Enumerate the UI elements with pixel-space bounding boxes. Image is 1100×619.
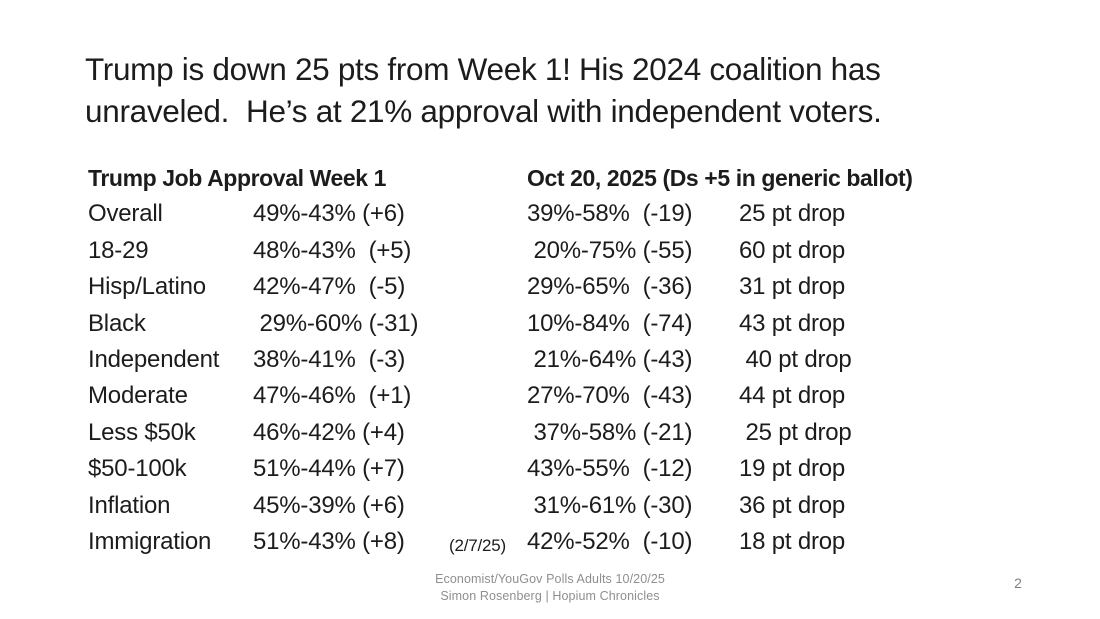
- pt-drop: 25 pt drop: [739, 200, 846, 228]
- oct-value: 29%-65% (-36): [527, 273, 693, 301]
- pt-drop: 36 pt drop: [739, 491, 846, 519]
- page-number: 2: [1014, 575, 1022, 591]
- row-label: Overall: [88, 200, 163, 228]
- week1-value: 46%-42% (+4): [253, 418, 405, 446]
- table-row-18-29: 18-29 48%-43% (+5) 20%-75% (-55) 60 pt d…: [88, 233, 1028, 269]
- right-column-header: Oct 20, 2025 (Ds +5 in generic ballot): [527, 165, 913, 191]
- title-line-2: unraveled. He’s at 21% approval with ind…: [85, 93, 882, 129]
- slide-title: Trump is down 25 pts from Week 1! His 20…: [85, 48, 882, 132]
- row-label: $50-100k: [88, 455, 187, 483]
- pt-drop: 18 pt drop: [739, 527, 846, 555]
- left-column-header: Trump Job Approval Week 1: [88, 165, 387, 191]
- row-label: Independent: [88, 345, 220, 373]
- pt-drop: 25 pt drop: [739, 418, 852, 446]
- oct-value: 43%-55% (-12): [527, 455, 693, 483]
- oct-value: 21%-64% (-43): [527, 345, 693, 373]
- week1-value: 48%-43% (+5): [253, 236, 412, 264]
- week1-value: 42%-47% (-5): [253, 273, 406, 301]
- row-label: Black: [88, 309, 146, 337]
- pt-drop: 60 pt drop: [739, 236, 846, 264]
- table-row-immigration: Immigration 51%-43% (+8) (2/7/25) 42%-52…: [88, 524, 1028, 560]
- week1-value: 29%-60% (-31): [253, 309, 419, 337]
- table-row-inflation: Inflation 45%-39% (+6) 31%-61% (-30) 36 …: [88, 488, 1028, 524]
- week1-value: 51%-43% (+8): [253, 527, 405, 555]
- pt-drop: 43 pt drop: [739, 309, 846, 337]
- oct-value: 20%-75% (-55): [527, 236, 693, 264]
- week1-value: 38%-41% (-3): [253, 345, 406, 373]
- week1-value: 51%-44% (+7): [253, 455, 405, 483]
- row-label: Inflation: [88, 491, 171, 519]
- footer-source-line: Economist/YouGov Polls Adults 10/20/25: [435, 572, 665, 586]
- pt-drop: 40 pt drop: [739, 345, 852, 373]
- week1-value: 49%-43% (+6): [253, 200, 405, 228]
- oct-value: 37%-58% (-21): [527, 418, 693, 446]
- row-label: Immigration: [88, 527, 212, 555]
- pt-drop: 44 pt drop: [739, 382, 846, 410]
- table-header-row: Trump Job Approval Week 1 Oct 20, 2025 (…: [88, 160, 1028, 196]
- pt-drop: 19 pt drop: [739, 455, 846, 483]
- oct-value: 27%-70% (-43): [527, 382, 693, 410]
- oct-value: 10%-84% (-74): [527, 309, 693, 337]
- footer-credit-line: Simon Rosenberg | Hopium Chronicles: [440, 589, 660, 603]
- row-label: 18-29: [88, 236, 149, 264]
- row-label: Moderate: [88, 382, 188, 410]
- table-row-less-50k: Less $50k 46%-42% (+4) 37%-58% (-21) 25 …: [88, 415, 1028, 451]
- pt-drop: 31 pt drop: [739, 273, 846, 301]
- table-row-moderate: Moderate 47%-46% (+1) 27%-70% (-43) 44 p…: [88, 378, 1028, 414]
- approval-table: Trump Job Approval Week 1 Oct 20, 2025 (…: [88, 160, 1028, 560]
- week1-date-note: (2/7/25): [449, 535, 506, 555]
- week1-value: 45%-39% (+6): [253, 491, 405, 519]
- row-label: Hisp/Latino: [88, 273, 206, 301]
- table-row-hisp-latino: Hisp/Latino 42%-47% (-5) 29%-65% (-36) 3…: [88, 269, 1028, 305]
- row-label: Less $50k: [88, 418, 196, 446]
- week1-value: 47%-46% (+1): [253, 382, 412, 410]
- oct-value: 42%-52% (-10): [527, 527, 693, 555]
- oct-value: 31%-61% (-30): [527, 491, 693, 519]
- table-row-50-100k: $50-100k 51%-44% (+7) 43%-55% (-12) 19 p…: [88, 451, 1028, 487]
- table-row-black: Black 29%-60% (-31) 10%-84% (-74) 43 pt …: [88, 306, 1028, 342]
- footer: Economist/YouGov Polls Adults 10/20/25 S…: [0, 571, 1100, 605]
- oct-value: 39%-58% (-19): [527, 200, 693, 228]
- table-row-overall: Overall 49%-43% (+6) 39%-58% (-19) 25 pt…: [88, 196, 1028, 232]
- table-row-independent: Independent 38%-41% (-3) 21%-64% (-43) 4…: [88, 342, 1028, 378]
- title-line-1: Trump is down 25 pts from Week 1! His 20…: [85, 51, 881, 87]
